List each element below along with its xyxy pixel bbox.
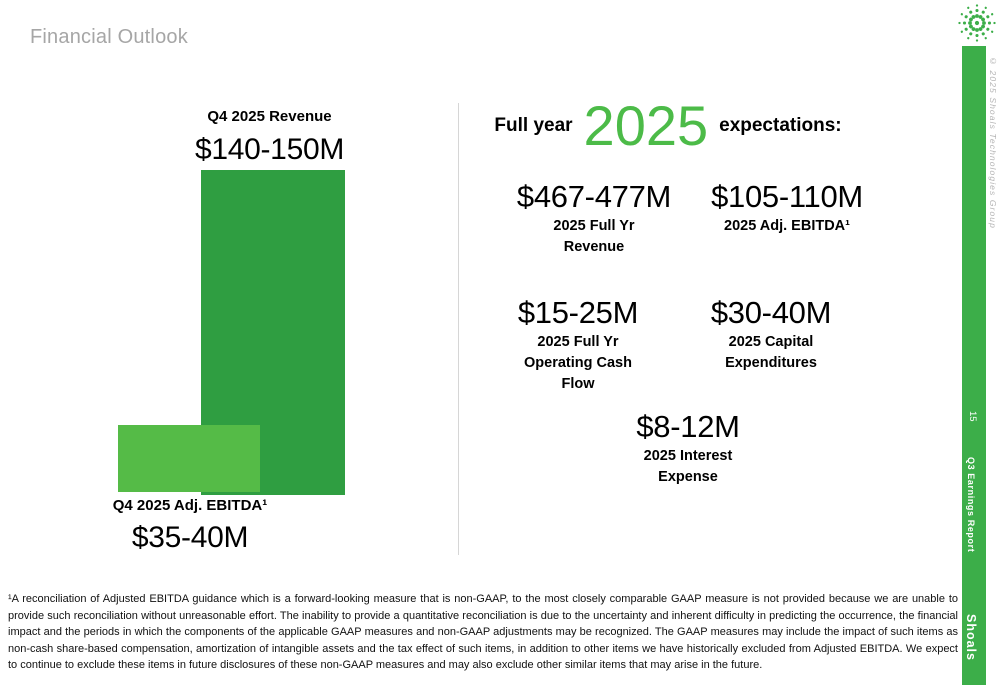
metric-full-yr-revenue: $467-477M 2025 Full Yr Revenue	[494, 179, 694, 258]
metric-label: 2025 Capital Expenditures	[725, 334, 817, 371]
report-title: Q3 Earnings Report	[966, 457, 976, 553]
bar-label-q4-ebitda: Q4 2025 Adj. EBITDA¹	[112, 497, 268, 514]
metric-operating-cash-flow: $15-25M 2025 Full Yr Operating Cash Flow	[478, 295, 678, 395]
metric-value: $15-25M	[517, 295, 639, 330]
metric-value: $467-477M	[516, 179, 672, 214]
metric-label: 2025 Interest Expense	[643, 448, 733, 485]
sidebar-strip	[962, 0, 986, 685]
shoals-logo-icon	[954, 0, 1000, 46]
metric-value: $8-12M	[636, 409, 740, 444]
metric-label: 2025 Full Yr Operating Cash Flow	[524, 334, 632, 392]
metric-adj-ebitda: $105-110M 2025 Adj. EBITDA¹	[687, 179, 887, 237]
metric-capital-expenditures: $30-40M 2025 Capital Expenditures	[671, 295, 871, 374]
expectations-heading: Full year 2025 expectations:	[458, 94, 878, 158]
bar-label-q4-revenue: Q4 2025 Revenue	[207, 108, 332, 125]
metric-label: 2025 Full Yr Revenue	[553, 218, 635, 255]
metric-interest-expense: $8-12M 2025 Interest Expense	[588, 409, 788, 488]
expectations-heading-prefix: Full year	[494, 115, 573, 136]
bar-value-q4-ebitda: $35-40M	[131, 521, 249, 554]
brand-wordmark: Shoals	[964, 614, 978, 661]
metric-label: 2025 Adj. EBITDA¹	[724, 218, 850, 234]
footnote: ¹A reconciliation of Adjusted EBITDA gui…	[8, 593, 958, 671]
vertical-divider	[458, 103, 459, 555]
metric-value: $105-110M	[711, 179, 863, 214]
bar-value-q4-revenue: $140-150M	[194, 133, 345, 166]
page-number: 15	[967, 411, 978, 422]
metric-value: $30-40M	[710, 295, 832, 330]
bar-q4-ebitda	[118, 425, 260, 492]
expectations-heading-suffix: expectations:	[719, 115, 842, 136]
expectations-heading-year: 2025	[583, 94, 709, 157]
copyright-text: © 2025 Shoals Technologies Group	[988, 56, 998, 229]
page-title: Financial Outlook	[30, 26, 188, 48]
